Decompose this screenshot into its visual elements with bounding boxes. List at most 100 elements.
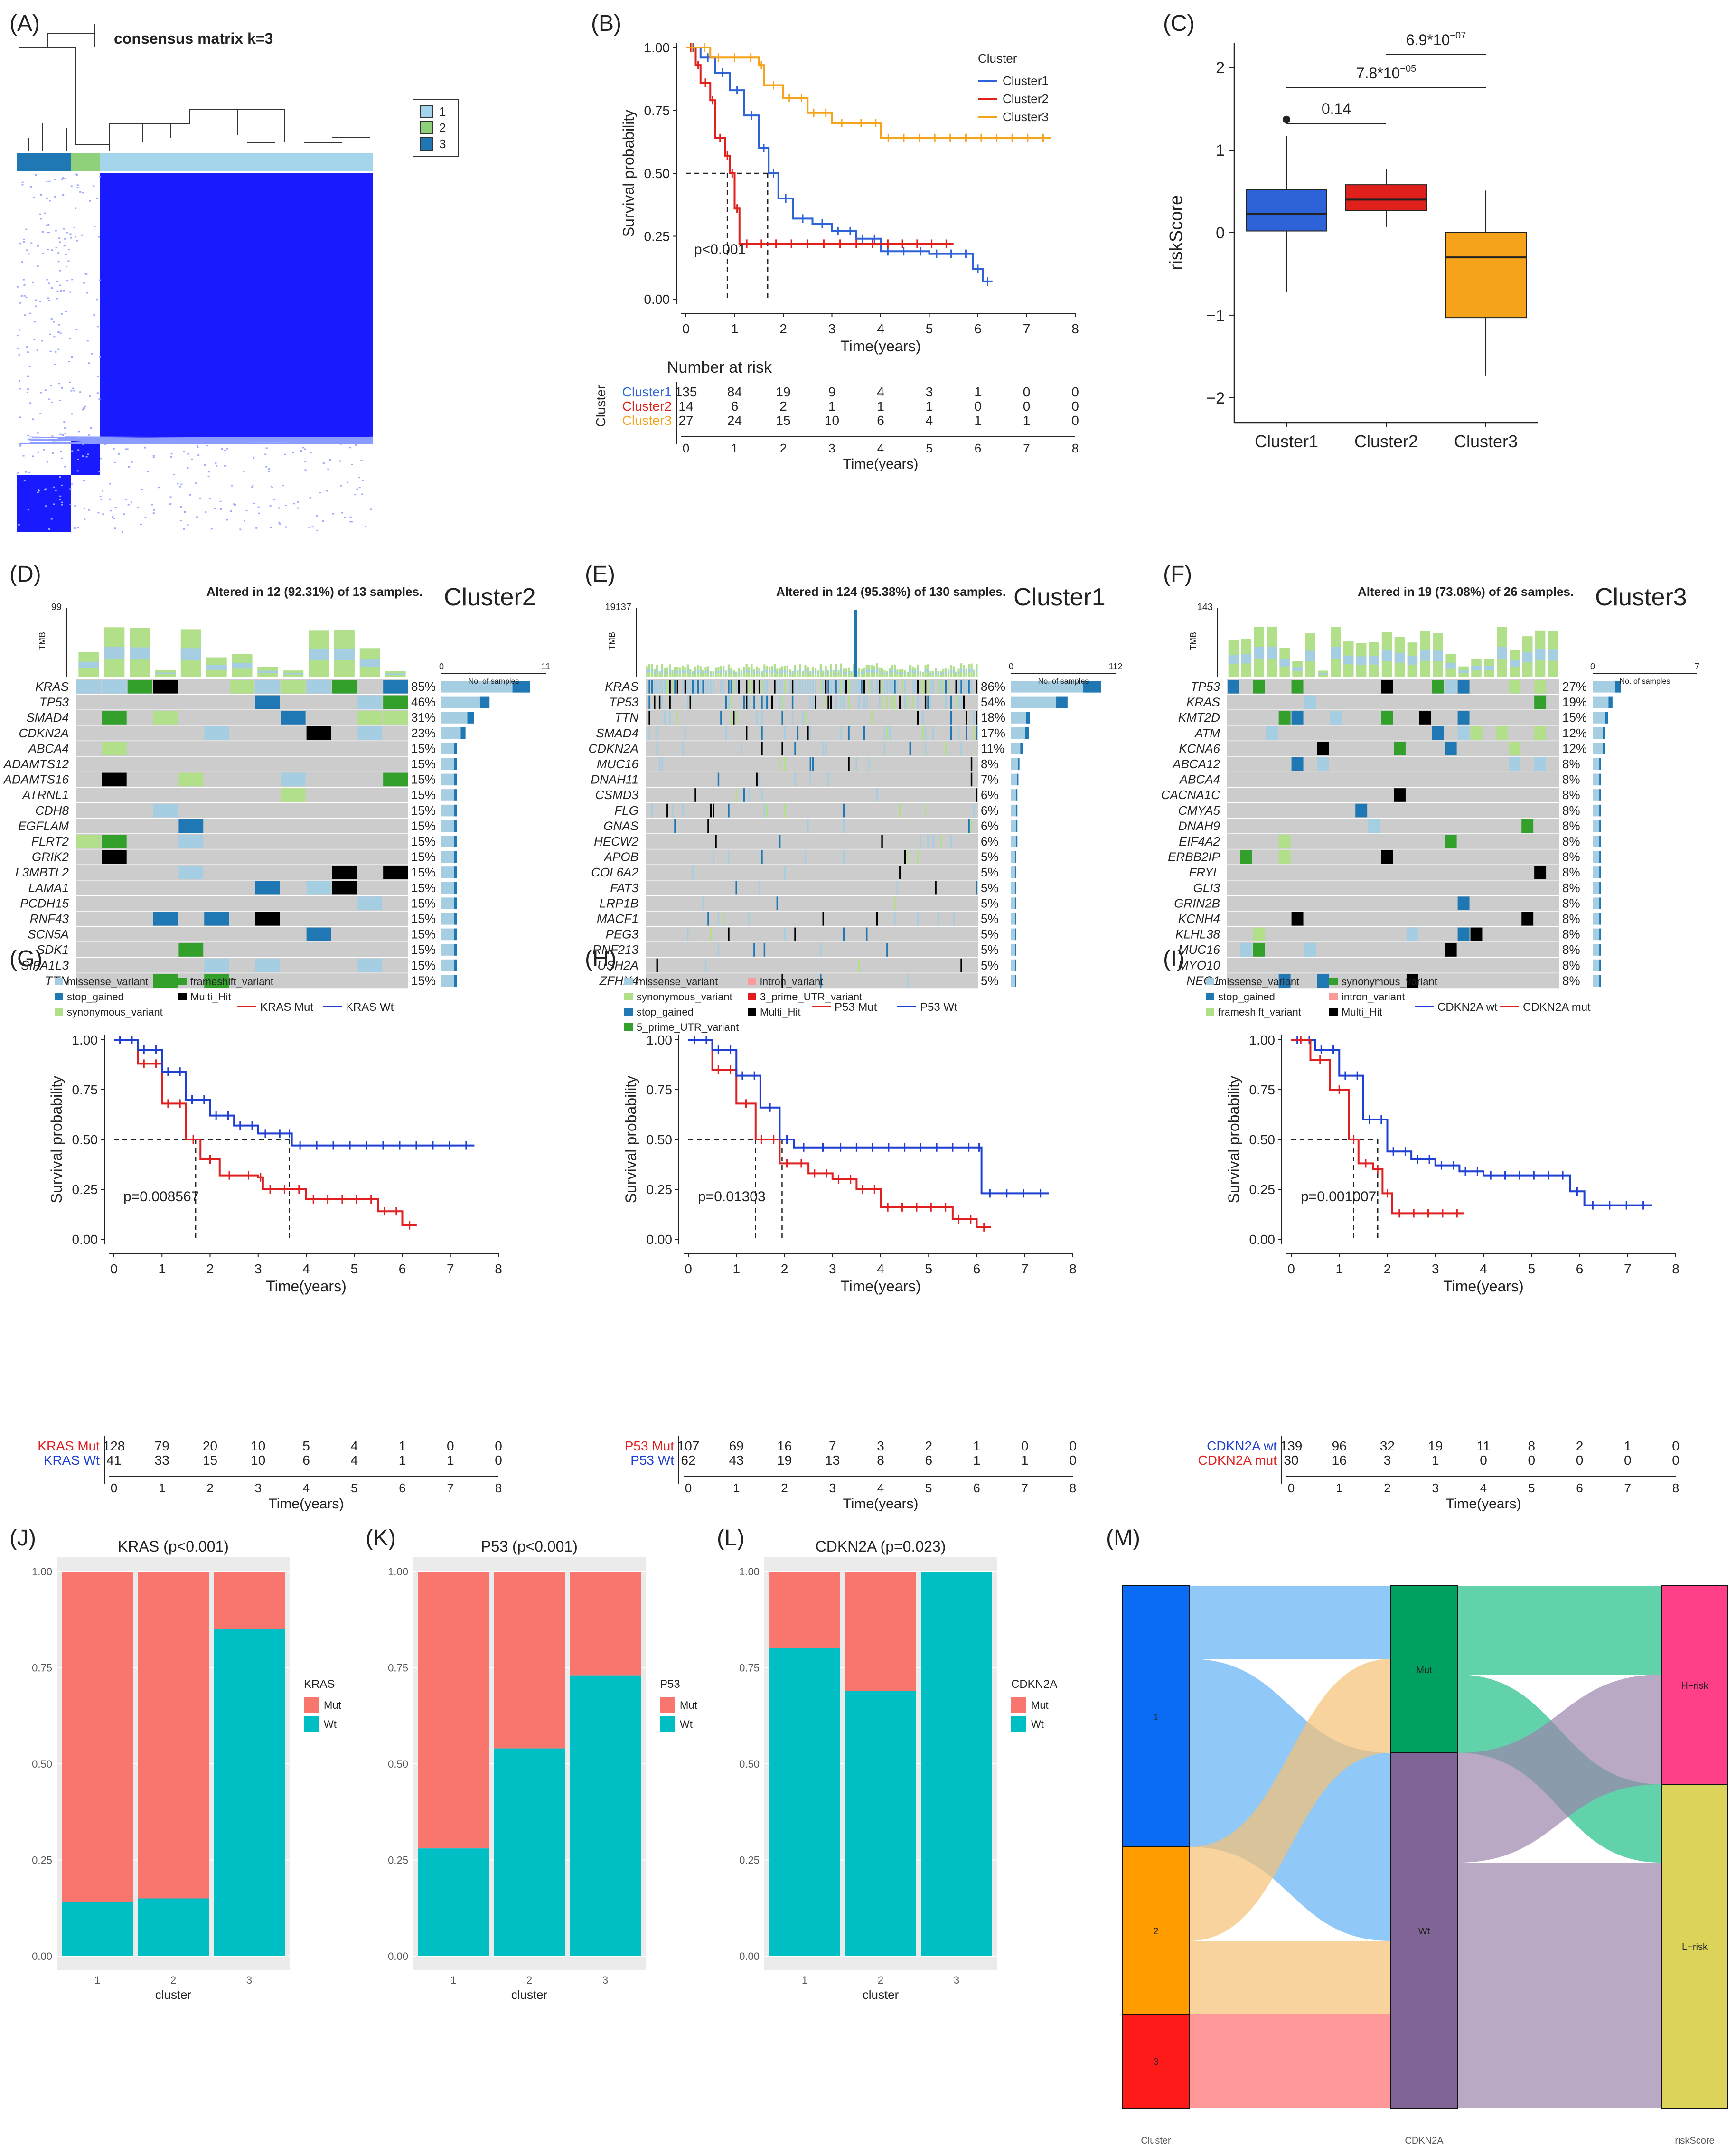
noise — [38, 489, 40, 490]
noise — [30, 242, 33, 244]
mutation-cell — [924, 742, 927, 755]
gene-pct: 31% — [411, 710, 436, 725]
tmb-bar — [1305, 650, 1315, 662]
noise — [278, 522, 281, 524]
mutation-cell — [963, 680, 965, 694]
gene-pct: 8% — [1562, 757, 1580, 771]
mutation-cell — [840, 680, 842, 694]
risk-count: 0 — [1069, 1439, 1077, 1453]
noise — [50, 401, 53, 403]
noise — [98, 236, 100, 238]
gene-label: ADAMTS16 — [3, 772, 69, 787]
mutation-cell — [940, 835, 942, 848]
mutation-cell — [753, 680, 755, 694]
tmb-bar — [871, 669, 873, 673]
noise — [113, 518, 115, 519]
gene-count-bar — [454, 743, 457, 754]
gene-pct: 86% — [981, 679, 1005, 694]
mutation-cell — [1278, 974, 1291, 988]
mutation-cell — [920, 680, 921, 694]
y-tick-label: 0.50 — [388, 1758, 408, 1770]
tmb-bar — [1381, 650, 1392, 661]
noise — [19, 445, 21, 447]
gene-label: ABCA12 — [1172, 757, 1220, 771]
mutation-cell — [702, 896, 704, 910]
tmb-bar — [799, 669, 801, 672]
mutation-cell — [761, 850, 763, 864]
mutation-cell — [907, 850, 909, 864]
x-axis-title: Time(years) — [1443, 1278, 1523, 1295]
tmb-bar — [927, 669, 929, 672]
mutation-cell — [784, 757, 786, 771]
noise — [17, 348, 19, 349]
tmb-bar — [697, 669, 699, 673]
km-curve-cluster3 — [686, 47, 1051, 139]
tmb-bar — [1369, 656, 1379, 665]
risk-count: 3 — [926, 385, 933, 399]
tmb-bar — [309, 649, 329, 660]
mutation-cell — [966, 680, 967, 694]
noise — [61, 387, 63, 389]
risk-count: 0 — [1021, 1439, 1029, 1453]
count-tick: 0 — [1009, 662, 1013, 671]
noise — [253, 502, 255, 504]
mutation-cell — [758, 772, 760, 787]
gene-pct: 15% — [411, 834, 436, 848]
panel-j: KRAS (p<0.001)0.000.250.500.751.001 2 3clu… — [32, 1538, 341, 2002]
tmb-bar — [937, 673, 939, 675]
noise — [179, 520, 182, 522]
mutation-cell — [725, 695, 727, 709]
noise — [96, 299, 98, 301]
mutation-cell — [178, 772, 204, 787]
mutation-cell — [1457, 711, 1470, 725]
mutation-cell — [682, 680, 684, 694]
legend-label: Mut — [1031, 1699, 1049, 1711]
risk-count: 139 — [1280, 1439, 1303, 1453]
count-label: No. of samples — [469, 678, 519, 686]
noise — [62, 434, 64, 436]
noise — [40, 194, 42, 196]
gene-label: MUC16 — [1178, 942, 1220, 957]
mutation-cell — [717, 912, 720, 926]
mutation-cell — [1445, 835, 1457, 848]
mutation-cell — [940, 680, 942, 694]
noise — [152, 455, 155, 457]
gene-count-bar — [1015, 944, 1016, 956]
mutation-cell — [1521, 912, 1534, 926]
risk-count: 1 — [1021, 1453, 1029, 1468]
mutation-cell — [656, 958, 658, 972]
gene-count-bar — [1015, 975, 1016, 987]
noise — [57, 261, 60, 263]
noise — [282, 484, 284, 486]
panel-letter: (C) — [1163, 11, 1195, 36]
noise — [258, 512, 260, 514]
mutation-cell — [835, 680, 837, 694]
onco-title: Altered in 19 (73.08%) of 26 samples. — [1358, 584, 1574, 599]
noise-line — [92, 438, 373, 444]
gene-count-bar — [1593, 820, 1601, 832]
risk-count: 69 — [729, 1439, 744, 1453]
gene-label: KRAS — [1186, 695, 1220, 709]
tmb-bar — [334, 648, 355, 660]
gene-label: COL6A2 — [591, 865, 638, 879]
mutation-cell — [899, 866, 901, 879]
gene-pct: 15% — [411, 788, 436, 802]
tmb-bar — [863, 671, 865, 674]
mutation-cell — [960, 695, 962, 709]
mutation-cell — [850, 680, 853, 694]
mutation-cell — [861, 680, 863, 694]
gene-label: KRAS — [35, 679, 69, 694]
gene-label: SDK1 — [37, 942, 69, 957]
noise — [54, 363, 56, 365]
gene-pct: 5% — [981, 850, 999, 864]
mutation-cell — [756, 772, 758, 787]
mutation-cell — [707, 680, 709, 694]
noise — [351, 521, 353, 523]
noise — [21, 181, 24, 183]
mutation-cell — [843, 803, 845, 818]
mutation-cell — [733, 680, 735, 694]
tmb-bar — [756, 670, 758, 673]
mutation-cell — [889, 726, 891, 740]
y-tick-label: 0.50 — [72, 1132, 98, 1147]
x-tick-label: 4 — [877, 321, 884, 336]
